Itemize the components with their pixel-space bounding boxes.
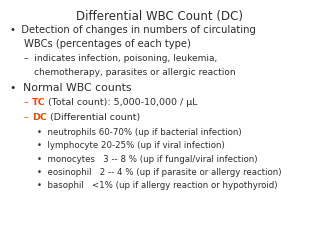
Text: •  monocytes   3 -- 8 % (up if fungal/viral infection): • monocytes 3 -- 8 % (up if fungal/viral…: [37, 155, 257, 164]
Text: (Differential count): (Differential count): [47, 113, 140, 122]
Text: •  neutrophils 60-70% (up if bacterial infection): • neutrophils 60-70% (up if bacterial in…: [37, 128, 241, 137]
Text: •  lymphocyte 20-25% (up if viral infection): • lymphocyte 20-25% (up if viral infecti…: [37, 141, 225, 150]
Text: –: –: [24, 113, 32, 122]
Text: –: –: [24, 98, 32, 107]
Text: •  basophil   <1% (up if allergy reaction or hypothyroid): • basophil <1% (up if allergy reaction o…: [37, 181, 277, 191]
Text: (Total count): 5,000-10,000 / μL: (Total count): 5,000-10,000 / μL: [45, 98, 198, 107]
Text: •: •: [10, 25, 15, 35]
Text: DC: DC: [32, 113, 47, 122]
Text: •: •: [10, 83, 16, 93]
Text: WBCs (percentages of each type): WBCs (percentages of each type): [24, 39, 191, 49]
Text: –  indicates infection, poisoning, leukemia,: – indicates infection, poisoning, leukem…: [24, 54, 217, 63]
Text: Normal WBC counts: Normal WBC counts: [16, 83, 132, 93]
Text: TC: TC: [32, 98, 45, 107]
Text: •  eosinophil   2 -- 4 % (up if parasite or allergy reaction): • eosinophil 2 -- 4 % (up if parasite or…: [37, 168, 281, 177]
Text: Differential WBC Count (DC): Differential WBC Count (DC): [76, 10, 244, 23]
Text: chemotherapy, parasites or allergic reaction: chemotherapy, parasites or allergic reac…: [34, 68, 235, 77]
Text: Detection of changes in numbers of circulating: Detection of changes in numbers of circu…: [15, 25, 256, 35]
